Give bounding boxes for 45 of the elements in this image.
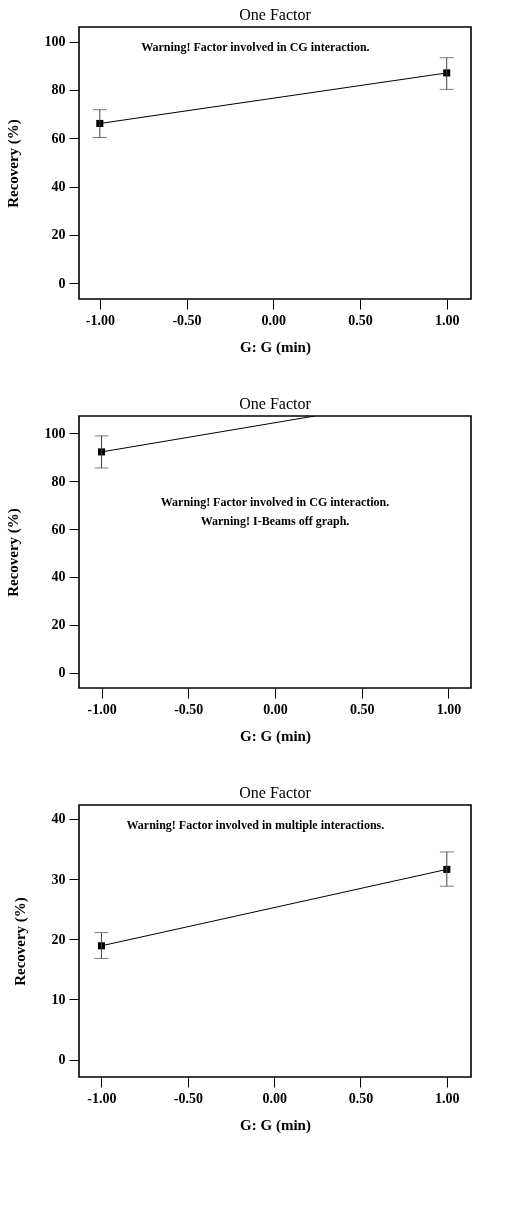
x-tick-label: 0.50 [348, 312, 373, 328]
y-axis-title: Recovery (%) [4, 508, 22, 597]
annotation: Warning! Factor involved in CG interaction. [160, 495, 390, 509]
y-tick-label: 10 [51, 991, 66, 1007]
chart-title: One Factor [239, 6, 312, 23]
annotation: Warning! Factor involved in CG interaction. [141, 40, 370, 54]
chart-title: One Factor [239, 395, 312, 412]
y-tick-label: 60 [51, 130, 66, 146]
y-tick-label: 60 [51, 521, 66, 537]
x-axis-title: G: G (min) [240, 338, 311, 356]
x-tick-label: 0.00 [262, 1090, 287, 1106]
x-axis-title: G: G (min) [240, 727, 311, 745]
x-tick-label: 0.00 [261, 312, 287, 328]
x-tick-label: -1.00 [87, 701, 117, 717]
y-tick-label: 20 [51, 227, 66, 243]
y-tick-label: 80 [51, 82, 66, 98]
x-tick-label: -1.00 [87, 1090, 117, 1106]
y-axis-title: Recovery (%) [11, 897, 29, 986]
x-tick-label: 0.50 [348, 1090, 374, 1106]
y-tick-label: 100 [44, 34, 66, 50]
y-tick-label: 0 [58, 1052, 66, 1068]
y-tick-label: 20 [51, 931, 66, 947]
x-tick-label: -0.50 [173, 1090, 203, 1106]
y-axis-title: Recovery (%) [4, 119, 22, 208]
x-tick-label: 1.00 [436, 701, 462, 717]
y-tick-label: 80 [51, 473, 66, 489]
y-tick-label: 40 [51, 569, 66, 585]
x-tick-label: -1.00 [85, 312, 115, 328]
y-tick-label: 0 [58, 665, 66, 681]
y-tick-label: 40 [51, 811, 66, 827]
annotation: Warning! I-Beams off graph. [200, 514, 350, 528]
x-axis-title: G: G (min) [240, 1116, 311, 1134]
y-tick-label: 40 [51, 179, 66, 195]
chart-title: One Factor [239, 784, 312, 801]
annotation: Warning! Factor involved in multiple interactions. [126, 818, 385, 832]
x-tick-label: 0.50 [349, 701, 375, 717]
x-tick-label: 1.00 [435, 1090, 460, 1106]
x-tick-label: -0.50 [172, 312, 202, 328]
y-tick-label: 20 [51, 617, 66, 633]
y-tick-label: 100 [44, 425, 66, 441]
x-tick-label: 1.00 [434, 312, 460, 328]
y-tick-label: 0 [58, 275, 66, 291]
x-tick-label: -0.50 [174, 701, 204, 717]
x-tick-label: 0.00 [263, 701, 288, 717]
y-tick-label: 30 [51, 871, 66, 887]
